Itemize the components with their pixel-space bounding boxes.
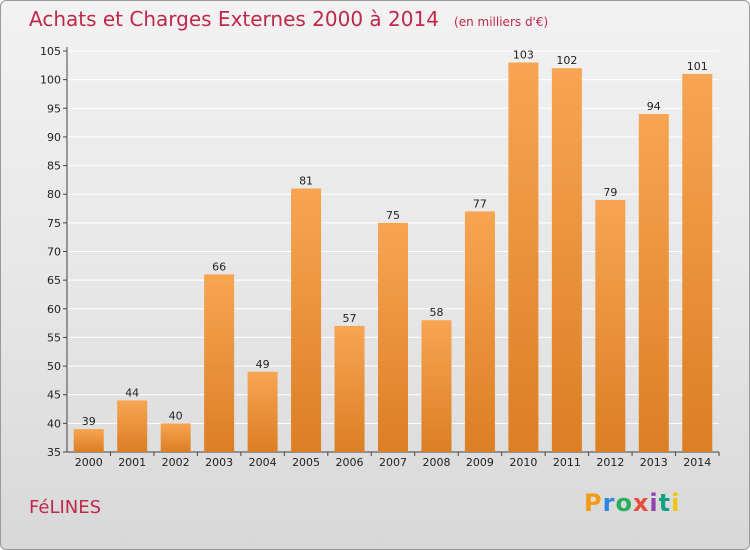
proxiti-logo: Proxiti xyxy=(584,489,680,517)
data-label: 40 xyxy=(169,409,183,422)
bar xyxy=(464,211,495,452)
y-tick-label: 60 xyxy=(47,303,61,316)
data-label: 66 xyxy=(212,260,226,273)
data-label: 44 xyxy=(125,386,139,399)
bar xyxy=(421,320,452,452)
bar xyxy=(378,222,408,452)
logo-letter: r xyxy=(602,489,616,517)
bar xyxy=(508,62,539,452)
bar xyxy=(160,423,191,452)
bar xyxy=(682,73,713,453)
bar xyxy=(247,371,278,452)
logo-letter: x xyxy=(632,489,650,517)
x-tick-label: 2000 xyxy=(75,456,103,469)
bar xyxy=(638,114,669,452)
bar xyxy=(73,429,104,452)
y-tick-label: 95 xyxy=(47,102,61,115)
x-tick-label: 2004 xyxy=(249,456,277,469)
x-tick-label: 2006 xyxy=(336,456,364,469)
data-label: 57 xyxy=(343,312,357,325)
data-label: 39 xyxy=(82,415,96,428)
y-tick-label: 80 xyxy=(47,188,61,201)
x-tick-label: 2011 xyxy=(553,456,581,469)
commune-name: FéLINES xyxy=(29,497,102,518)
x-tick-label: 2001 xyxy=(118,456,146,469)
bar xyxy=(551,68,582,452)
data-label: 103 xyxy=(513,48,534,61)
logo-letter: i xyxy=(649,489,659,517)
logo-letter: o xyxy=(615,489,633,517)
data-label: 49 xyxy=(256,358,270,371)
logo-letter: i xyxy=(671,489,681,517)
data-label: 79 xyxy=(603,186,617,199)
logo-letter: t xyxy=(658,489,672,517)
data-label: 81 xyxy=(299,174,313,187)
data-labels: 39 44 40 66 49 81 57 75 58 77 103 102 79 94 101 xyxy=(82,48,708,428)
y-tick-label: 75 xyxy=(47,217,61,230)
data-label: 58 xyxy=(429,306,443,319)
x-tick-label: 2005 xyxy=(292,456,320,469)
x-tick-label: 2002 xyxy=(162,456,190,469)
bar xyxy=(291,188,322,452)
data-label: 77 xyxy=(473,197,487,210)
x-tick-label: 2007 xyxy=(379,456,407,469)
y-tick-label: 105 xyxy=(40,45,61,58)
bar xyxy=(204,274,235,452)
title-unit: (en milliers d'€) xyxy=(454,15,549,29)
y-tick-label: 55 xyxy=(47,331,61,344)
title-main: Achats et Charges Externes 2000 à 2014 xyxy=(29,7,439,31)
bar xyxy=(595,199,626,452)
chart-title: Achats et Charges Externes 2000 à 2014 (… xyxy=(29,7,548,31)
x-tick-label: 2003 xyxy=(205,456,233,469)
y-tick-label: 70 xyxy=(47,246,61,259)
y-tick-label: 65 xyxy=(47,274,61,287)
x-tick-label: 2013 xyxy=(640,456,668,469)
y-tick-label: 50 xyxy=(47,360,61,373)
x-tick-label: 2009 xyxy=(466,456,494,469)
x-tick-label: 2014 xyxy=(683,456,711,469)
y-tick-label: 90 xyxy=(47,131,61,144)
y-tick-label: 35 xyxy=(47,446,61,459)
y-tick-label: 40 xyxy=(47,417,61,430)
y-tick-label: 45 xyxy=(47,389,61,402)
y-tick-label: 100 xyxy=(40,74,61,87)
bar xyxy=(334,325,365,452)
bars xyxy=(73,62,713,453)
data-label: 101 xyxy=(687,60,708,73)
x-tick-label: 2008 xyxy=(422,456,450,469)
x-tick-label: 2010 xyxy=(509,456,537,469)
x-tick-label: 2012 xyxy=(596,456,624,469)
y-tick-label: 85 xyxy=(47,160,61,173)
logo-letter: P xyxy=(584,489,603,517)
data-label: 102 xyxy=(556,54,577,67)
bar xyxy=(117,400,148,452)
data-label: 75 xyxy=(386,209,400,222)
data-label: 94 xyxy=(647,100,661,113)
